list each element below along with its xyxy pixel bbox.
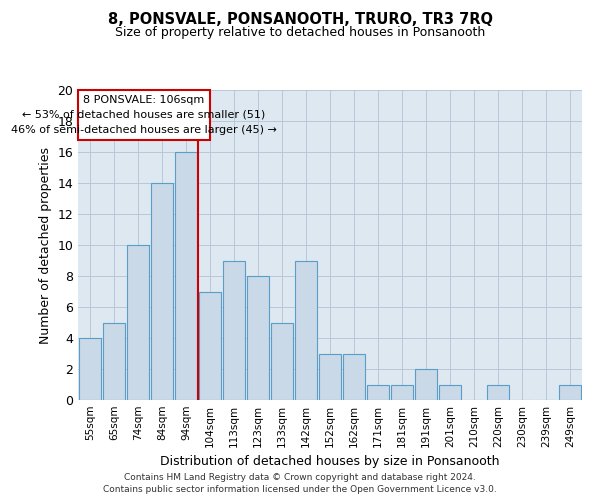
Bar <box>151 183 173 400</box>
Text: Contains public sector information licensed under the Open Government Licence v3: Contains public sector information licen… <box>103 485 497 494</box>
Bar <box>415 369 437 400</box>
Bar <box>559 384 581 400</box>
Bar <box>199 292 221 400</box>
Bar <box>487 384 509 400</box>
Bar <box>343 354 365 400</box>
Bar <box>367 384 389 400</box>
Bar <box>295 260 317 400</box>
Bar <box>79 338 101 400</box>
Bar <box>127 245 149 400</box>
Y-axis label: Number of detached properties: Number of detached properties <box>39 146 52 344</box>
Text: 8 PONSVALE: 106sqm: 8 PONSVALE: 106sqm <box>83 95 205 105</box>
FancyBboxPatch shape <box>78 90 210 140</box>
Text: ← 53% of detached houses are smaller (51): ← 53% of detached houses are smaller (51… <box>22 110 266 120</box>
X-axis label: Distribution of detached houses by size in Ponsanooth: Distribution of detached houses by size … <box>160 456 500 468</box>
Bar <box>271 322 293 400</box>
Bar <box>439 384 461 400</box>
Bar <box>223 260 245 400</box>
Text: 46% of semi-detached houses are larger (45) →: 46% of semi-detached houses are larger (… <box>11 126 277 136</box>
Bar <box>175 152 197 400</box>
Text: Contains HM Land Registry data © Crown copyright and database right 2024.: Contains HM Land Registry data © Crown c… <box>124 472 476 482</box>
Bar <box>103 322 125 400</box>
Text: 8, PONSVALE, PONSANOOTH, TRURO, TR3 7RQ: 8, PONSVALE, PONSANOOTH, TRURO, TR3 7RQ <box>107 12 493 28</box>
Text: Size of property relative to detached houses in Ponsanooth: Size of property relative to detached ho… <box>115 26 485 39</box>
Bar <box>247 276 269 400</box>
Bar <box>319 354 341 400</box>
Bar <box>391 384 413 400</box>
